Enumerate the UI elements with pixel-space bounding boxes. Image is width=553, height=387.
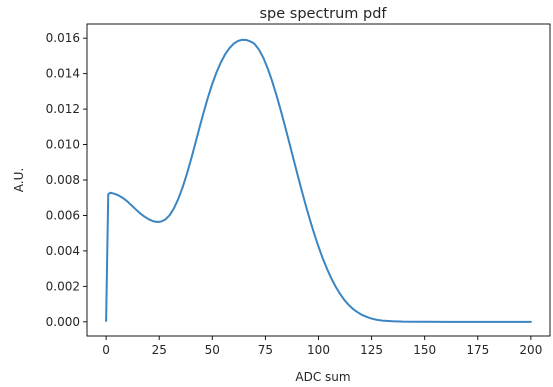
series-line [105,38,532,323]
x-tick-label: 75 [258,343,273,357]
plot-frame [86,23,551,337]
y-tick-label: 0.010 [46,138,80,152]
x-axis: 0 25 50 75 100 125 150 175 200 [102,336,542,357]
x-tick-label: 175 [466,343,489,357]
y-tick-label: 0.002 [46,279,80,293]
y-tick-label: 0.008 [46,173,80,187]
x-tick-label: 125 [360,343,383,357]
x-tick-label: 25 [152,343,167,357]
y-tick-label: 0.016 [46,31,80,45]
y-tick-label: 0.012 [46,102,80,116]
y-tick-label: 0.006 [46,208,80,222]
y-tick-label: 0.014 [46,67,80,81]
y-axis-label: A.U. [12,168,26,192]
x-tick-label: 150 [413,343,436,357]
y-tick-label: 0.004 [46,244,80,258]
x-tick-label: 0 [102,343,110,357]
plot-area [86,23,551,337]
chart-title: spe spectrum pdf [259,6,387,22]
x-axis-label: ADC sum [295,370,350,384]
x-tick-label: 200 [519,343,542,357]
x-tick-label: 50 [205,343,220,357]
y-tick-label: 0.000 [46,315,80,329]
y-axis: 0.000 0.002 0.004 0.006 0.008 0.010 0.012 0.014… [46,31,87,329]
x-tick-label: 100 [307,343,330,357]
